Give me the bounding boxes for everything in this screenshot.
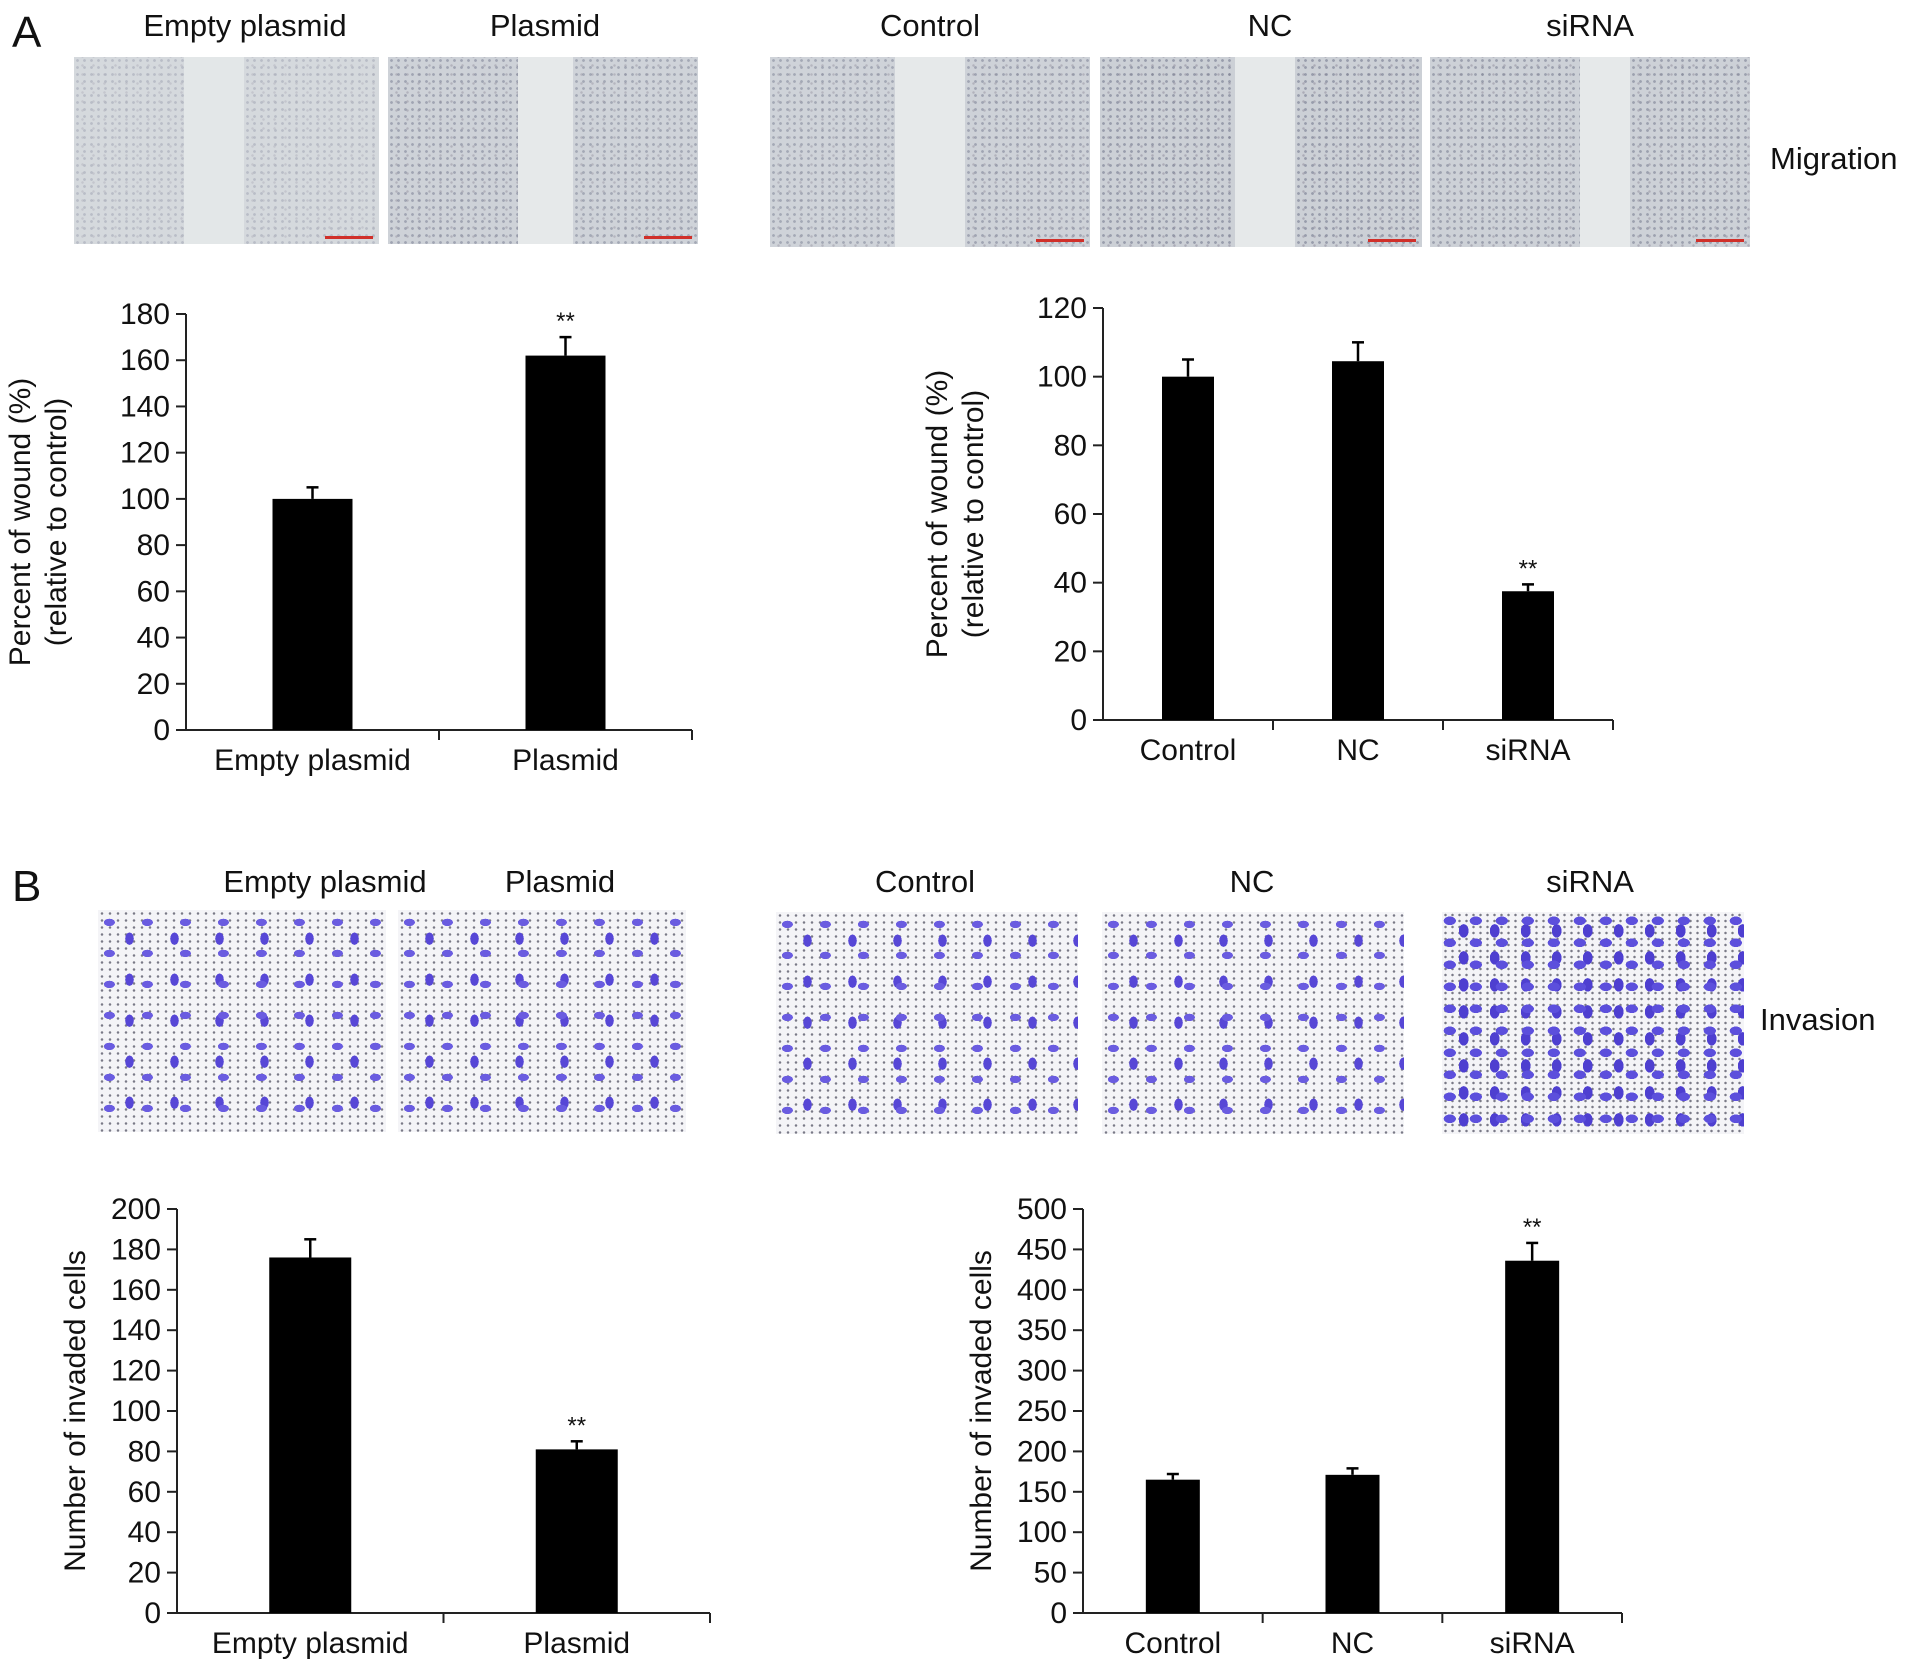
x-tick-label: NC	[1331, 1627, 1374, 1660]
bar-sirna	[1502, 591, 1554, 720]
y-tick-label: 100	[1017, 1516, 1067, 1549]
image-label-nc-a: NC	[1247, 8, 1293, 43]
y-tick-label: 50	[1034, 1557, 1067, 1590]
y-tick-label: 500	[1017, 1193, 1067, 1226]
y-tick-label: 0	[144, 1597, 161, 1630]
y-tick-label: 40	[128, 1516, 161, 1549]
image-label-control-b: Control	[875, 864, 975, 899]
image-label-plasmid-b: Plasmid	[504, 864, 616, 899]
bar-plasmid	[525, 355, 606, 730]
y-tick-label: 140	[111, 1314, 161, 1347]
y-axis-label: (relative to control)	[957, 390, 990, 638]
y-tick-label: 120	[120, 437, 170, 470]
micrograph-invasion-nc	[1102, 912, 1404, 1134]
micrograph-invasion-empty-plasmid	[98, 910, 386, 1132]
significance-mark: **	[556, 308, 575, 335]
y-tick-label: 120	[111, 1355, 161, 1388]
x-tick-label: Plasmid	[512, 744, 619, 777]
y-tick-label: 350	[1017, 1314, 1067, 1347]
invasion-label: Invasion	[1760, 1002, 1876, 1037]
x-tick-label: NC	[1336, 734, 1379, 767]
panel-letter-b: B	[12, 862, 42, 911]
y-tick-label: 250	[1017, 1395, 1067, 1428]
micrograph-invasion-sirna	[1442, 912, 1744, 1134]
y-tick-label: 20	[1054, 635, 1087, 668]
chart-invasion-plasmid: 0 20 40 60 80 100 120 140 160 180 200 Empty plasmid…	[59, 1193, 711, 1660]
y-axis-label: Number of invaded cells	[965, 1250, 998, 1572]
bar-nc	[1332, 361, 1384, 720]
y-tick-label: 0	[1070, 704, 1087, 737]
x-tick-label: siRNA	[1490, 1627, 1575, 1660]
y-axis-label: Number of invaded cells	[59, 1250, 92, 1572]
y-tick-label: 120	[1037, 292, 1087, 325]
y-tick-label: 0	[153, 714, 170, 747]
image-label-empty-plasmid-a: Empty plasmid	[143, 8, 347, 43]
y-tick-label: 180	[120, 298, 170, 331]
migration-label: Migration	[1770, 141, 1898, 176]
x-tick-label: Control	[1140, 734, 1237, 767]
micrograph-migration-control	[770, 57, 1090, 247]
y-tick-label: 20	[128, 1557, 161, 1590]
y-tick-label: 180	[111, 1233, 161, 1266]
x-tick-label: Control	[1124, 1627, 1221, 1660]
image-label-sirna-b: siRNA	[1546, 864, 1634, 899]
x-tick-label: Plasmid	[523, 1627, 630, 1660]
significance-mark: **	[1519, 555, 1538, 582]
panel-letter-a: A	[12, 8, 42, 57]
image-label-sirna-a: siRNA	[1546, 8, 1634, 43]
y-tick-label: 100	[111, 1395, 161, 1428]
x-tick-label: Empty plasmid	[214, 744, 411, 777]
y-tick-label: 150	[1017, 1476, 1067, 1509]
y-tick-label: 60	[128, 1476, 161, 1509]
y-tick-label: 200	[1017, 1435, 1067, 1468]
y-tick-label: 40	[1054, 567, 1087, 600]
micrograph-migration-plasmid	[388, 57, 698, 244]
micrograph-migration-empty-plasmid	[74, 57, 379, 244]
y-tick-label: 80	[1054, 429, 1087, 462]
y-tick-label: 100	[120, 483, 170, 516]
y-tick-label: 200	[111, 1193, 161, 1226]
y-tick-label: 160	[111, 1274, 161, 1307]
bar-sirna	[1505, 1260, 1560, 1613]
image-label-control-a: Control	[880, 8, 980, 43]
bar-empty-plasmid	[269, 1257, 352, 1613]
bar-nc	[1325, 1474, 1380, 1613]
significance-mark: **	[567, 1412, 586, 1439]
y-tick-label: 450	[1017, 1233, 1067, 1266]
y-axis-label: Percent of wound (%)	[4, 378, 37, 666]
y-tick-label: 140	[120, 390, 170, 423]
micrograph-invasion-control	[776, 912, 1078, 1134]
x-tick-label: Empty plasmid	[212, 1627, 409, 1660]
y-tick-label: 100	[1037, 361, 1087, 394]
bar-control	[1162, 376, 1214, 720]
y-tick-label: 160	[120, 344, 170, 377]
y-tick-label: 40	[137, 622, 170, 655]
image-label-nc-b: NC	[1229, 864, 1275, 899]
y-tick-label: 80	[137, 529, 170, 562]
y-tick-label: 300	[1017, 1355, 1067, 1388]
y-tick-label: 20	[137, 668, 170, 701]
micrograph-invasion-plasmid	[398, 910, 686, 1132]
image-label-plasmid-a: Plasmid	[489, 8, 601, 43]
chart-migration-sirna: 0 20 40 60 80 100 120 Control NC ** siRNA Percent o…	[921, 292, 1614, 767]
y-tick-label: 0	[1050, 1597, 1067, 1630]
image-label-empty-plasmid-b: Empty plasmid	[223, 864, 427, 899]
bar-empty-plasmid	[272, 498, 353, 730]
y-axis-label: Percent of wound (%)	[921, 370, 954, 658]
micrograph-migration-nc	[1100, 57, 1422, 247]
bar-plasmid	[535, 1449, 618, 1613]
y-tick-label: 60	[137, 575, 170, 608]
y-axis-label: (relative to control)	[40, 398, 73, 646]
bar-control	[1145, 1479, 1200, 1613]
y-tick-label: 400	[1017, 1274, 1067, 1307]
y-tick-label: 80	[128, 1435, 161, 1468]
x-tick-label: siRNA	[1485, 734, 1570, 767]
chart-invasion-sirna: 0 50 100 150 200 250 300 350 400 450 500 Control NC *…	[965, 1193, 1623, 1660]
significance-mark: **	[1523, 1214, 1542, 1241]
y-tick-label: 60	[1054, 498, 1087, 531]
chart-migration-plasmid: 0 20 40 60 80 100 120 140 160 180 Empty plasmid ** P…	[4, 298, 693, 777]
micrograph-migration-sirna	[1430, 57, 1750, 247]
